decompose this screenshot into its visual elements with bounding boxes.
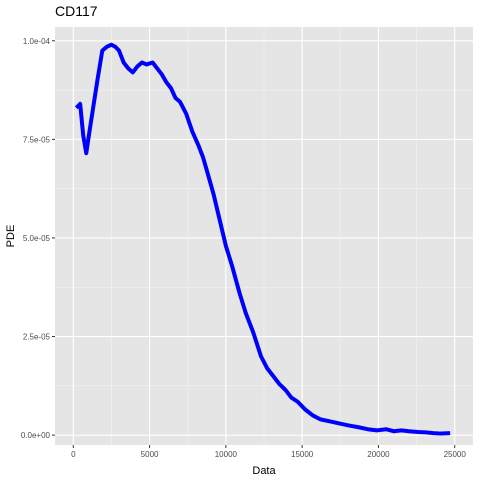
density-line (74, 42, 451, 436)
y-tick-label: 7.5e-05 (23, 135, 51, 144)
y-tick-label: 2.5e-05 (23, 333, 51, 342)
y-tick-label: 0.0e+00 (21, 431, 51, 440)
x-axis: 0 5000 10000 15000 20000 25000 (71, 445, 466, 459)
x-tick-label: 20000 (367, 450, 390, 459)
x-tick-label: 0 (71, 450, 76, 459)
y-axis-title: PDE (5, 225, 17, 248)
y-tick-label: 5.0e-05 (23, 234, 51, 243)
x-tick-label: 5000 (141, 450, 159, 459)
y-axis: 0.0e+00 2.5e-05 5.0e-05 7.5e-05 1.0e-04 (21, 37, 55, 440)
minor-gridlines (55, 27, 473, 445)
series-layer (74, 42, 451, 436)
major-gridlines (55, 27, 473, 445)
x-tick-label: 15000 (291, 450, 314, 459)
x-tick-label: 25000 (444, 450, 467, 459)
x-axis-title: Data (252, 465, 276, 477)
y-tick-label: 1.0e-04 (23, 37, 51, 46)
x-tick-label: 10000 (215, 450, 238, 459)
chart-title: CD117 (55, 3, 98, 19)
